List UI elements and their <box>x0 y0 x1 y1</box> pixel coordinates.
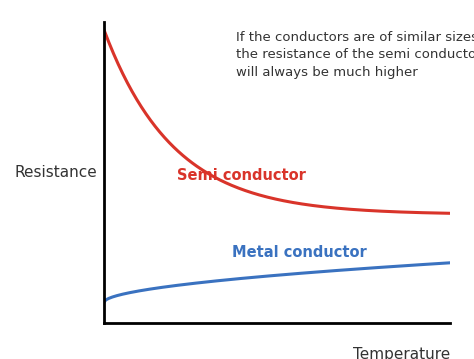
Text: Semi conductor: Semi conductor <box>177 168 306 183</box>
Text: Metal conductor: Metal conductor <box>232 245 367 260</box>
Text: Temperature: Temperature <box>353 347 450 359</box>
Text: Resistance: Resistance <box>14 165 97 180</box>
Text: If the conductors are of similar sizes
the resistance of the semi conductor
will: If the conductors are of similar sizes t… <box>236 31 474 79</box>
